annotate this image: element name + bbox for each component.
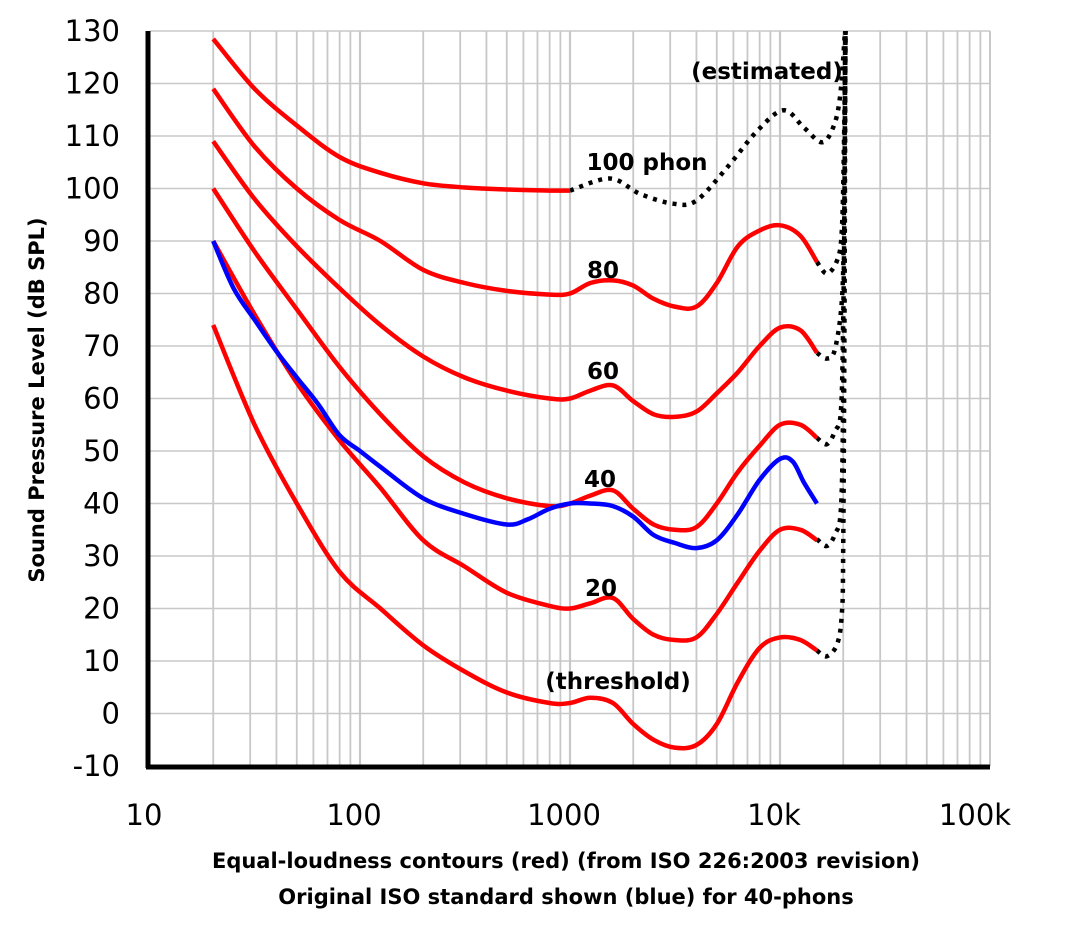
y-tick-label: 60	[83, 382, 120, 416]
estimated-label: (estimated)	[691, 59, 843, 85]
curve-label: 40	[584, 467, 616, 493]
y-tick-label: 130	[65, 14, 120, 48]
estimated-dotted-curve	[815, 30, 848, 276]
curve-label: 20	[585, 576, 617, 602]
x-tick-label: 10	[126, 798, 163, 832]
y-tick-label: 80	[83, 277, 120, 311]
curve-label: 80	[587, 258, 619, 284]
y-tick-label: -10	[73, 749, 120, 783]
y-tick-label: 90	[83, 224, 120, 258]
curve-threshold	[211, 324, 819, 751]
curve-label: 100 phon	[586, 150, 707, 176]
estimated-dotted-curve	[815, 30, 848, 361]
curve-original-iso-40-phon	[211, 240, 819, 551]
x-axis-title-line-2: Original ISO standard shown (blue) for 4…	[278, 885, 853, 909]
y-tick-label: 10	[83, 644, 120, 678]
curve-label: 60	[587, 359, 619, 385]
curve-80	[211, 87, 819, 311]
grid	[150, 30, 991, 767]
x-axis-title-line-1: Equal-loudness contours (red) (from ISO …	[212, 849, 920, 873]
x-tick-label: 1000	[527, 798, 601, 832]
y-tick-label: 110	[65, 119, 120, 153]
estimated-dotted-curve	[815, 30, 848, 659]
curve-40	[211, 187, 819, 533]
curves	[211, 30, 848, 751]
y-tick-label: 30	[83, 539, 120, 573]
axes	[145, 31, 990, 770]
y-tick-label: 100	[65, 172, 120, 206]
y-tick-label: 20	[83, 592, 120, 626]
curve-20	[211, 239, 819, 643]
curve-label: (threshold)	[545, 669, 691, 695]
x-tick-label: 10k	[747, 798, 801, 832]
annotations: 100 phon 80 60 40 20 (threshold) (estimated)	[545, 59, 843, 695]
estimated-dotted-curve	[815, 30, 848, 447]
estimated-dotted-curve	[815, 30, 848, 549]
y-tick-label: 50	[83, 434, 120, 468]
estimated-dotted-curve	[569, 30, 848, 208]
y-tick-label: 0	[102, 697, 120, 731]
y-tick-label: 120	[65, 67, 120, 101]
curve-60	[211, 139, 819, 420]
y-tick-label: 40	[83, 487, 120, 521]
curve-100-phon	[211, 37, 571, 193]
y-axis-title: Sound Pressure Level (dB SPL)	[25, 217, 49, 582]
y-tick-label: 70	[83, 329, 120, 363]
x-tick-label: 100k	[939, 798, 1011, 832]
x-tick-label: 100	[326, 798, 381, 832]
